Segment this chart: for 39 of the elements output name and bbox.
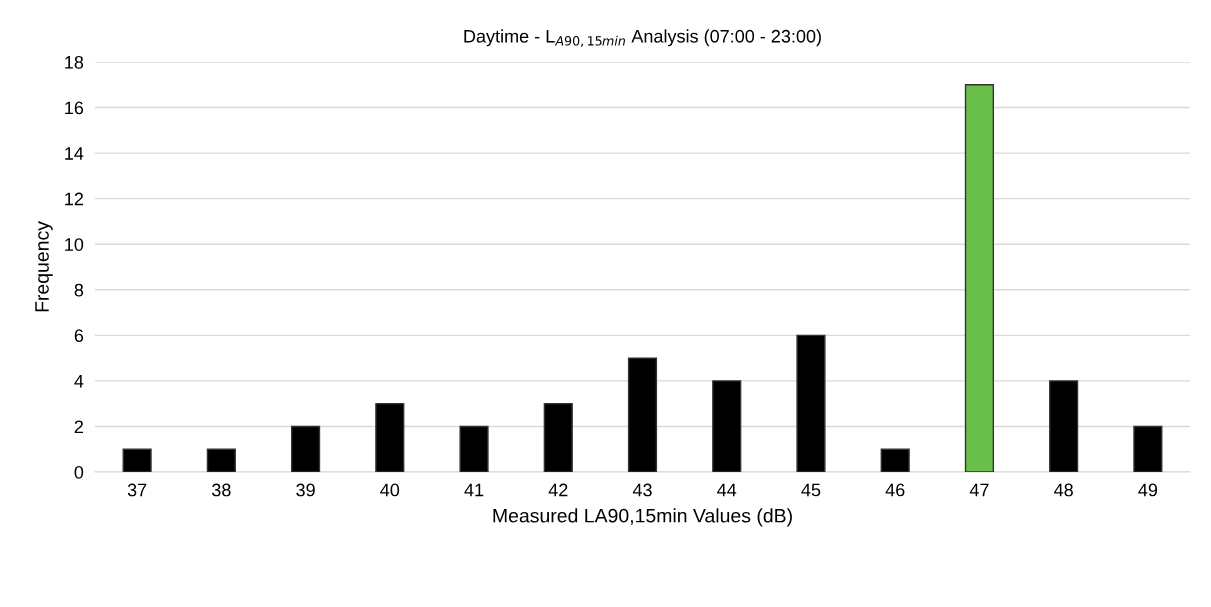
- bar: [712, 380, 742, 472]
- x-axis-title: Measured LA90,15min Values (dB): [493, 508, 792, 527]
- y-tick-label: 4: [74, 375, 84, 388]
- y-tick-label: 2: [74, 420, 83, 433]
- bar: [290, 425, 321, 472]
- x-tick-label: 38: [211, 483, 231, 497]
- bar: [1049, 380, 1079, 472]
- bar: [122, 448, 152, 472]
- y-tick-label: 8: [74, 283, 84, 297]
- x-tick-label: 40: [380, 483, 400, 497]
- x-tick-label: 48: [1054, 483, 1073, 497]
- bar: [1133, 425, 1163, 472]
- y-tick-label: 0: [74, 465, 84, 479]
- x-tick-label: 43: [632, 483, 652, 497]
- x-tick-label: 42: [548, 483, 568, 497]
- x-tick-label: 45: [801, 483, 821, 497]
- bar: [627, 357, 658, 472]
- bar: [796, 334, 826, 472]
- y-tick-label: 12: [65, 192, 83, 206]
- bar: [964, 84, 995, 472]
- bar: [543, 402, 573, 472]
- y-tick-label: 18: [65, 55, 84, 69]
- y-axis-title: Frequency: [35, 221, 53, 312]
- x-tick-label: 46: [885, 483, 905, 497]
- bar: [206, 448, 236, 472]
- x-tick-label: 41: [464, 483, 484, 497]
- bar: [880, 448, 910, 472]
- chart-title: Daytime - L$_{A90,15min}$ Analysis (07:00 - 23:00): [464, 29, 821, 47]
- x-tick-label: 37: [127, 483, 147, 497]
- x-tick-label: 49: [1138, 483, 1158, 497]
- y-tick-label: 16: [65, 101, 84, 115]
- x-tick-label: 44: [717, 483, 737, 497]
- bar: [375, 402, 405, 472]
- x-tick-label: 39: [296, 483, 315, 497]
- y-tick-label: 14: [65, 147, 84, 160]
- x-tick-label: 47: [969, 483, 989, 497]
- y-tick-label: 6: [74, 329, 84, 343]
- y-tick-label: 10: [65, 238, 84, 251]
- bar: [459, 425, 489, 472]
